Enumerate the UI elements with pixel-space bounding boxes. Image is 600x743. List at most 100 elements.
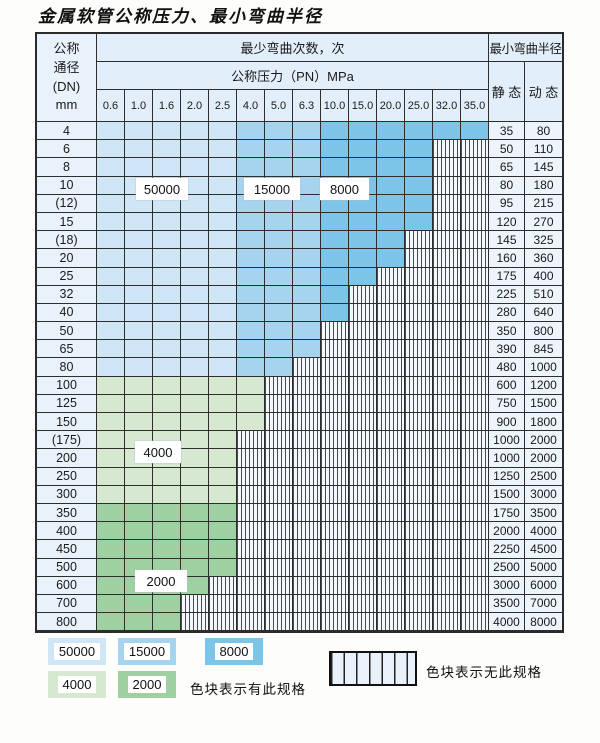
cycle-cell-4000 bbox=[237, 394, 265, 413]
cycle-cell-50000 bbox=[209, 194, 237, 213]
cycle-cell-no-spec bbox=[405, 394, 433, 413]
cycle-cell-50000 bbox=[125, 231, 153, 250]
dn-cell: (12) bbox=[37, 194, 97, 213]
cycle-cell-15000 bbox=[265, 231, 293, 250]
cycle-cell-4000 bbox=[181, 413, 209, 432]
dn-cell: 300 bbox=[37, 485, 97, 504]
cycle-cell-2000 bbox=[125, 503, 153, 523]
cycle-cell-50000 bbox=[97, 267, 125, 286]
cycle-cell-no-spec bbox=[405, 231, 433, 250]
cycle-cell-no-spec bbox=[321, 558, 349, 577]
cycle-cell-50000 bbox=[97, 176, 125, 195]
cycle-cell-no-spec bbox=[461, 558, 489, 577]
cycle-cell-no-spec bbox=[377, 594, 405, 614]
cycle-cell-15000 bbox=[293, 303, 321, 323]
cycle-cell-50000 bbox=[97, 358, 125, 377]
cycle-cell-no-spec bbox=[377, 322, 405, 341]
cycle-cell-50000 bbox=[181, 340, 209, 359]
cycle-cell-50000 bbox=[97, 158, 125, 177]
cycle-cell-4000 bbox=[181, 431, 209, 450]
cycle-cell-15000 bbox=[293, 340, 321, 359]
cycle-cell-50000 bbox=[153, 212, 181, 232]
cycle-cell-no-spec bbox=[461, 140, 489, 159]
cycle-cell-4000 bbox=[153, 394, 181, 413]
cycles-header: 最少弯曲次数，次 bbox=[97, 34, 489, 62]
cycle-cell-no-spec bbox=[433, 158, 461, 177]
cycle-cell-no-spec bbox=[181, 613, 209, 632]
cycle-cell-no-spec bbox=[321, 376, 349, 395]
dn-cell: (175) bbox=[37, 431, 97, 450]
cycle-cell-no-spec bbox=[321, 358, 349, 377]
cycle-cell-8000 bbox=[321, 267, 349, 286]
cycle-cell-no-spec bbox=[265, 540, 293, 559]
cycle-cell-15000 bbox=[265, 140, 293, 159]
cycle-cell-2000 bbox=[153, 594, 181, 614]
cycle-cell-no-spec bbox=[377, 467, 405, 486]
cycle-cell-no-spec bbox=[265, 613, 293, 632]
dynamic-radius-cell: 270 bbox=[525, 212, 562, 232]
cycle-cell-4000 bbox=[209, 485, 237, 504]
cycle-cell-no-spec bbox=[433, 431, 461, 450]
cycle-cell-no-spec bbox=[265, 467, 293, 486]
cycle-cell-no-spec bbox=[265, 376, 293, 395]
cycle-cell-8000 bbox=[405, 158, 433, 177]
cycle-cell-50000 bbox=[97, 140, 125, 159]
cycle-cell-15000 bbox=[237, 303, 265, 323]
cycle-cell-15000 bbox=[293, 140, 321, 159]
cycles-region-label: 8000 bbox=[320, 178, 369, 200]
cycle-cell-no-spec bbox=[209, 576, 237, 595]
cycle-cell-15000 bbox=[237, 285, 265, 304]
static-radius-cell: 225 bbox=[489, 285, 525, 304]
cycle-cell-15000 bbox=[237, 122, 265, 141]
cycle-cell-50000 bbox=[153, 285, 181, 304]
cycle-cell-50000 bbox=[181, 303, 209, 323]
cycle-cell-4000 bbox=[181, 485, 209, 504]
dynamic-radius-cell: 640 bbox=[525, 303, 562, 323]
cycle-cell-no-spec bbox=[265, 431, 293, 450]
cycle-cell-no-spec bbox=[349, 376, 377, 395]
dynamic-radius-cell: 5000 bbox=[525, 558, 562, 577]
cycle-cell-4000 bbox=[97, 376, 125, 395]
dn-cell: 25 bbox=[37, 267, 97, 286]
static-radius-cell: 3000 bbox=[489, 576, 525, 595]
cycle-cell-no-spec bbox=[405, 358, 433, 377]
cycle-cell-8000 bbox=[349, 140, 377, 159]
cycle-cell-15000 bbox=[265, 122, 293, 141]
cycle-cell-no-spec bbox=[265, 522, 293, 541]
cycle-cell-50000 bbox=[209, 322, 237, 341]
dynamic-radius-cell: 2000 bbox=[525, 431, 562, 450]
cycle-cell-8000 bbox=[377, 122, 405, 141]
static-radius-cell: 120 bbox=[489, 212, 525, 232]
cycle-cell-50000 bbox=[181, 122, 209, 141]
cycle-cell-no-spec bbox=[405, 576, 433, 595]
cycle-cell-4000 bbox=[153, 376, 181, 395]
cycle-cell-8000 bbox=[377, 231, 405, 250]
cycle-cell-8000 bbox=[405, 176, 433, 195]
static-radius-cell: 50 bbox=[489, 140, 525, 159]
cycle-cell-no-spec bbox=[405, 449, 433, 468]
cycle-cell-no-spec bbox=[349, 413, 377, 432]
cycle-cell-no-spec bbox=[461, 176, 489, 195]
dynamic-radius-cell: 1000 bbox=[525, 358, 562, 377]
dynamic-header: 动 态 bbox=[525, 62, 562, 122]
pressure-col-2.5: 2.5 bbox=[209, 90, 237, 122]
cycle-cell-8000 bbox=[405, 212, 433, 232]
cycle-cell-2000 bbox=[209, 503, 237, 523]
cycle-cell-no-spec bbox=[349, 322, 377, 341]
pressure-col-20.0: 20.0 bbox=[377, 90, 405, 122]
cycle-cell-no-spec bbox=[265, 394, 293, 413]
cycle-cell-15000 bbox=[265, 303, 293, 323]
cycle-cell-8000 bbox=[321, 158, 349, 177]
cycle-cell-no-spec bbox=[349, 613, 377, 632]
cycle-cell-50000 bbox=[209, 158, 237, 177]
cycle-cell-50000 bbox=[125, 212, 153, 232]
cycle-cell-15000 bbox=[293, 285, 321, 304]
cycle-cell-15000 bbox=[293, 267, 321, 286]
cycles-region-label: 15000 bbox=[244, 178, 300, 200]
cycle-cell-4000 bbox=[153, 413, 181, 432]
static-radius-cell: 2500 bbox=[489, 558, 525, 577]
cycle-cell-8000 bbox=[349, 212, 377, 232]
cycle-cell-no-spec bbox=[461, 340, 489, 359]
cycle-cell-15000 bbox=[237, 140, 265, 159]
